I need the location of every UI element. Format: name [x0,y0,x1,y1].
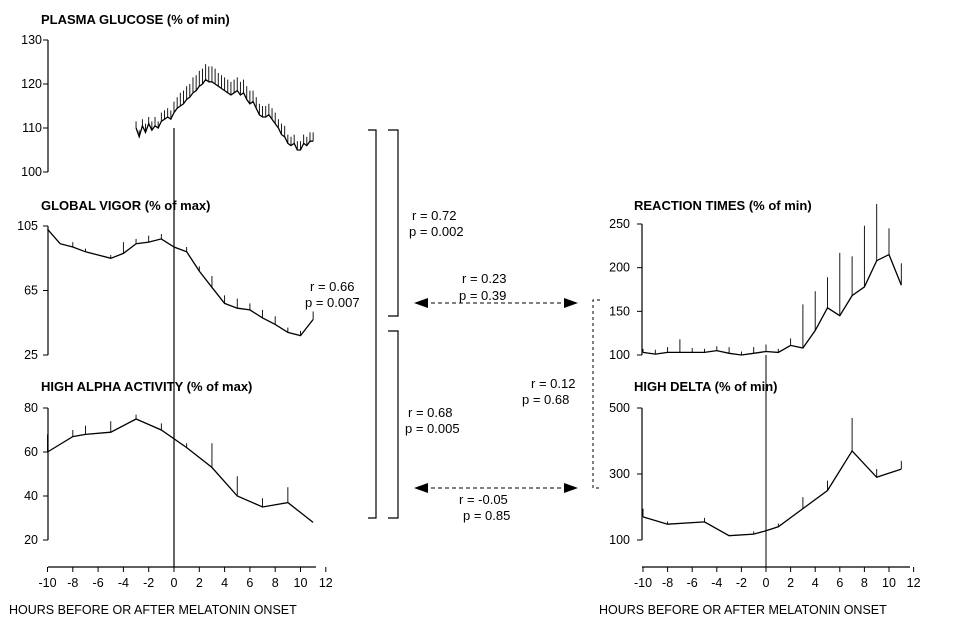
right-x-label: HOURS BEFORE OR AFTER MELATONIN ONSET [599,603,887,617]
left-x-tick-label: 4 [221,576,228,590]
delta-y-tick-label: 300 [609,467,630,481]
reaction-y-tick-label: 200 [609,261,630,275]
r-glucose-vigor: r = 0.72 [412,208,456,223]
left-x-tick-label: 6 [246,576,253,590]
r-reaction-delta: r = 0.12 [531,376,575,391]
arrow-head-right-2 [564,483,578,493]
glucose-y-tick-label: 110 [22,121,42,135]
alpha-series-line [47,418,314,523]
right-x-tick-label: 8 [861,576,868,590]
right-x-tick-label: 2 [787,576,794,590]
right-x-tick-label: -2 [736,576,747,590]
right-x-tick-label: 4 [812,576,819,590]
delta-series-line [642,449,902,537]
plots: PLASMA GLUCOSE (% of min) 100 110 120 130 GLO… [17,12,902,547]
panel-vigor: GLOBAL VIGOR (% of max) 25 65 105 [17,198,314,362]
right-x-tick-label: 12 [907,576,921,590]
glucose-series-line [135,78,314,151]
left-x-ticks: -10 -8 -6 -4 -2 0 2 4 6 8 10 12 [38,567,333,590]
left-x-label: HOURS BEFORE OR AFTER MELATONIN ONSET [9,603,297,617]
correlation-brackets [368,129,399,519]
right-x-tick-label: 0 [763,576,770,590]
r-alpha-delta: r = -0.05 [459,492,508,507]
p-alpha-glucose: p = 0.005 [405,421,460,436]
p-vigor-alpha: p = 0.007 [305,295,360,310]
left-x-tick-label: -6 [93,576,104,590]
reaction-y-tick-label: 250 [609,217,630,231]
panel-alpha: HIGH ALPHA ACTIVITY (% of max) 20 40 60 80 [24,379,314,547]
vigor-y-tick-label: 25 [24,348,38,362]
glucose-y-tick-label: 120 [21,77,42,91]
arrow-head-left-2 [414,483,428,493]
p-glucose-vigor: p = 0.002 [409,224,464,239]
panel-reaction: REACTION TIMES (% of min) 100 150 200 250 [609,198,902,362]
right-x-tick-label: 6 [836,576,843,590]
correlation-stats: r = 0.72 p = 0.002 r = 0.66 p = 0.007 r … [305,208,575,523]
panel-glucose: PLASMA GLUCOSE (% of min) 100 110 120 130 [21,12,314,179]
reaction-y-tick-label: 100 [609,348,630,362]
right-x-tick-label: 10 [882,576,896,590]
bracket-glucose-vigor [388,129,399,317]
r-vigor-alpha: r = 0.66 [310,279,354,294]
left-x-tick-label: 2 [196,576,203,590]
glucose-y-tick-label: 130 [21,33,42,47]
p-reaction-delta: p = 0.68 [522,392,569,407]
delta-y-tick-label: 100 [609,533,630,547]
arrow-head-right-1 [564,298,578,308]
bracket-alpha-vigor [388,330,399,519]
arrow-head-left-1 [414,298,428,308]
p-alpha-delta: p = 0.85 [463,508,510,523]
vigor-title: GLOBAL VIGOR (% of max) [41,198,211,213]
panel-delta: HIGH DELTA (% of min) 100 300 500 [609,379,902,547]
alpha-title: HIGH ALPHA ACTIVITY (% of max) [41,379,252,394]
p-vigor-reaction: p = 0.39 [459,288,506,303]
alpha-y-tick-label: 40 [24,489,38,503]
left-x-tick-label: -4 [118,576,129,590]
right-x-axis: -10 -8 -6 -4 -2 0 2 4 6 8 10 12 HOURS BEFORE OR AFT… [599,566,921,617]
left-x-tick-label: -10 [38,576,56,590]
alpha-y-tick-label: 20 [24,533,38,547]
bracket-reaction-delta [592,299,600,489]
right-x-tick-label: -6 [687,576,698,590]
vigor-y-tick-label: 65 [24,284,38,298]
reaction-series-line [642,253,902,356]
left-x-tick-label: -2 [143,576,154,590]
right-x-ticks: -10 -8 -6 -4 -2 0 2 4 6 8 10 12 [634,567,921,590]
bracket-vigor-alpha [368,129,377,519]
r-vigor-reaction: r = 0.23 [462,271,506,286]
reaction-y-tick-label: 150 [609,304,630,318]
left-x-tick-label: 10 [294,576,308,590]
delta-y-tick-label: 500 [609,401,630,415]
left-x-tick-label: 8 [272,576,279,590]
right-x-tick-label: -10 [634,576,652,590]
left-x-tick-label: 12 [319,576,333,590]
vigor-series-line [47,228,314,337]
right-x-tick-label: -4 [711,576,722,590]
alpha-y-tick-label: 80 [24,401,38,415]
alpha-y-tick-label: 60 [24,445,38,459]
right-x-tick-label: -8 [662,576,673,590]
correlation-arrows [414,298,600,493]
delta-title: HIGH DELTA (% of min) [634,379,777,394]
vigor-y-tick-label: 105 [17,219,38,233]
left-x-tick-label: -8 [67,576,78,590]
glucose-title: PLASMA GLUCOSE (% of min) [41,12,230,27]
glucose-y-tick-label: 100 [21,165,42,179]
left-x-tick-label: 0 [171,576,178,590]
left-x-axis: -10 -8 -6 -4 -2 0 2 4 6 8 10 12 HOURS BEFORE OR AFT… [9,566,333,617]
r-alpha-glucose: r = 0.68 [408,405,452,420]
reaction-title: REACTION TIMES (% of min) [634,198,812,213]
